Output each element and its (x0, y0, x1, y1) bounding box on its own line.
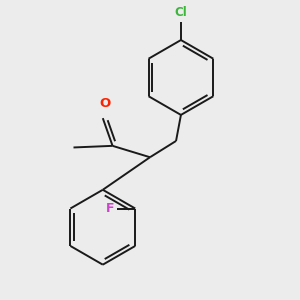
Text: Cl: Cl (175, 6, 187, 19)
Text: F: F (106, 202, 114, 215)
Text: O: O (100, 97, 111, 110)
